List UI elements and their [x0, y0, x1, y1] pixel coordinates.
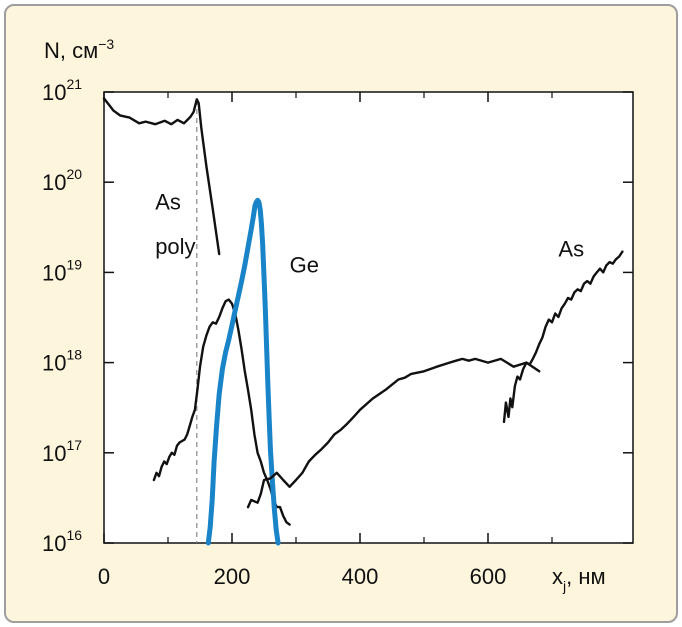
y-tick-label: 1016: [42, 527, 82, 556]
y-tick-label: 1018: [42, 347, 82, 376]
annotations: As poly Ge As: [155, 189, 584, 277]
series-line-as-0: [102, 97, 221, 256]
annotation-label: As: [558, 237, 584, 262]
series-line-ge-1: [152, 298, 291, 526]
plot-area: [103, 91, 634, 544]
series-line-ge-2: [205, 197, 281, 546]
x-tick-label: 0: [98, 564, 110, 589]
y-tick-label: 1017: [42, 437, 82, 466]
x-tick-label: 600: [470, 564, 507, 589]
annotation-label: poly: [155, 234, 195, 259]
x-axis-label: xj, нм: [552, 564, 606, 594]
data-series: [102, 97, 624, 546]
x-axis-ticks: 0 200 400 600: [98, 92, 553, 589]
y-axis-ticks: 1016 1017 1018 1019 1020 1021: [42, 76, 633, 556]
annotation-label: As: [155, 189, 181, 214]
series-line-as-3: [246, 357, 541, 509]
series-line-as-4: [502, 250, 624, 424]
x-tick-label: 200: [214, 564, 251, 589]
annotation-label: Ge: [290, 252, 319, 277]
y-tick-label: 1020: [42, 166, 82, 195]
y-tick-label: 1019: [42, 256, 82, 285]
y-axis-label: N, см−3: [44, 36, 114, 63]
x-tick-label: 400: [342, 564, 379, 589]
y-tick-label: 1021: [42, 76, 82, 105]
